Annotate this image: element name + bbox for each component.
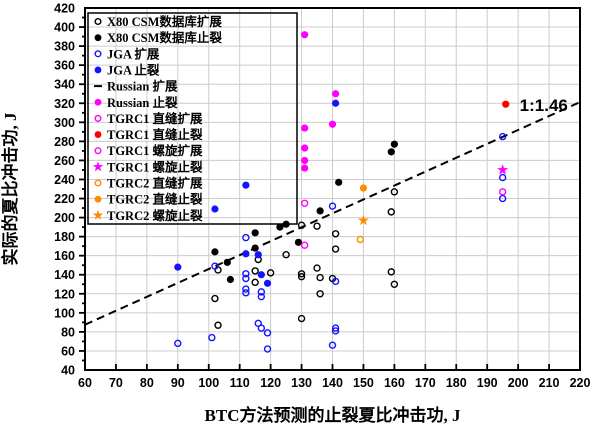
y-tick-label: 200 bbox=[54, 211, 75, 225]
series-5-points bbox=[301, 31, 340, 172]
x-tick-label: 110 bbox=[230, 376, 250, 390]
series-11-points bbox=[359, 184, 368, 192]
legend-item-label: TGRC2 螺旋止裂 bbox=[107, 208, 203, 223]
y-tick-label: 100 bbox=[54, 306, 75, 320]
x-tick-label: 140 bbox=[322, 376, 343, 390]
legend-item-label: TGRC1 螺旋扩展 bbox=[107, 143, 203, 158]
series-6-points bbox=[300, 199, 309, 249]
legend-item-label: X80 CSM数据库止裂 bbox=[107, 30, 222, 45]
x-tick-label: 210 bbox=[539, 376, 560, 390]
y-tick-label: 400 bbox=[54, 21, 75, 35]
legend-item: Russian 止裂 bbox=[94, 95, 178, 110]
series-1-points bbox=[211, 140, 398, 284]
x-tick-label: 90 bbox=[171, 376, 185, 390]
x-tick-label: 130 bbox=[291, 376, 312, 390]
series-12-points bbox=[357, 214, 369, 226]
legend-box bbox=[87, 12, 298, 225]
legend-item: TGRC2 螺旋止裂 bbox=[92, 208, 203, 223]
y-tick-label: 340 bbox=[54, 78, 75, 92]
series-3-points bbox=[174, 99, 340, 287]
x-axis-title: BTC方法预测的止裂夏比冲击功, J bbox=[205, 405, 461, 425]
x-tick-label: 160 bbox=[384, 376, 405, 390]
y-tick-label: 380 bbox=[54, 40, 75, 54]
x-tick-label: 220 bbox=[570, 376, 591, 390]
axis-frame bbox=[79, 7, 581, 371]
legend-item-label: Russian 扩展 bbox=[107, 79, 178, 94]
x-tick-labels: 60 70 80 90 100 110 120 130 140 150 160 170 180 190 20… bbox=[78, 376, 590, 390]
y-tick-label: 220 bbox=[54, 192, 75, 206]
x-tick-label: 80 bbox=[140, 376, 154, 390]
series-9-points bbox=[497, 164, 509, 175]
y-tick-labels: 40 60 80 100 120 140 160 180 200 220 240 260 280 300 3… bbox=[54, 2, 75, 378]
legend-item: TGRC1 螺旋止裂 bbox=[92, 159, 203, 174]
legend-item: Russian 扩展 bbox=[94, 79, 178, 94]
x-tick-label: 70 bbox=[109, 376, 123, 390]
grid-lines bbox=[85, 8, 580, 370]
x-tick-label: 150 bbox=[353, 376, 374, 390]
legend-item-label: TGRC1 螺旋止裂 bbox=[107, 159, 203, 174]
y-tick-label: 300 bbox=[54, 116, 75, 130]
legend-item-label: TGRC2 直缝止裂 bbox=[107, 192, 203, 207]
x-tick-label: 180 bbox=[446, 376, 467, 390]
legend-item-label: TGRC2 直缝扩展 bbox=[107, 176, 203, 191]
legend-item-label: TGRC1 直缝扩展 bbox=[107, 111, 203, 126]
ratio-annotation: 1:1.46 bbox=[520, 96, 568, 115]
y-tick-label: 360 bbox=[54, 59, 75, 73]
y-tick-label: 320 bbox=[54, 97, 75, 111]
legend-item: JGA 扩展 bbox=[94, 46, 160, 61]
x-tick-label: 120 bbox=[260, 376, 281, 390]
x-tick-label: 170 bbox=[415, 376, 436, 390]
legend-item: X80 CSM数据库扩展 bbox=[94, 14, 222, 29]
y-tick-label: 80 bbox=[61, 325, 75, 339]
y-tick-label: 260 bbox=[54, 154, 75, 168]
y-tick-label: 60 bbox=[61, 344, 75, 358]
legend-item-label: JGA 止裂 bbox=[107, 62, 160, 77]
series-8-points bbox=[498, 188, 507, 196]
legend-item-label: Russian 止裂 bbox=[107, 95, 178, 110]
x-tick-label: 190 bbox=[477, 376, 498, 390]
y-tick-label: 240 bbox=[54, 173, 75, 187]
legend-item: TGRC1 直缝扩展 bbox=[94, 111, 203, 126]
y-tick-label: 120 bbox=[54, 287, 75, 301]
legend-item: JGA 止裂 bbox=[94, 62, 160, 77]
y-tick-label: 40 bbox=[61, 364, 75, 378]
x-tick-label: 60 bbox=[78, 376, 92, 390]
y-tick-label: 420 bbox=[54, 2, 75, 16]
legend-item: TGRC1 螺旋扩展 bbox=[94, 143, 203, 158]
y-tick-label: 140 bbox=[54, 268, 75, 282]
legend-item: TGRC2 直缝扩展 bbox=[94, 176, 203, 191]
legend-item: TGRC1 直缝止裂 bbox=[94, 127, 203, 142]
x-tick-label: 100 bbox=[198, 376, 219, 390]
legend-item: X80 CSM数据库止裂 bbox=[94, 30, 222, 45]
y-axis-title: 实际的夏比冲击功, J bbox=[0, 112, 20, 265]
series-7-points bbox=[502, 100, 510, 108]
series-0-points bbox=[211, 188, 399, 329]
legend-item-label: JGA 扩展 bbox=[107, 46, 160, 61]
y-tick-label: 280 bbox=[54, 135, 75, 149]
y-tick-label: 160 bbox=[54, 249, 75, 263]
legend-item: TGRC2 直缝止裂 bbox=[94, 192, 203, 207]
x-tick-label: 200 bbox=[508, 376, 529, 390]
series-10-points bbox=[356, 235, 365, 244]
y-tick-label: 180 bbox=[54, 230, 75, 244]
legend-item-label: X80 CSM数据库扩展 bbox=[107, 14, 222, 29]
legend-item-label: TGRC1 直缝止裂 bbox=[107, 127, 203, 142]
